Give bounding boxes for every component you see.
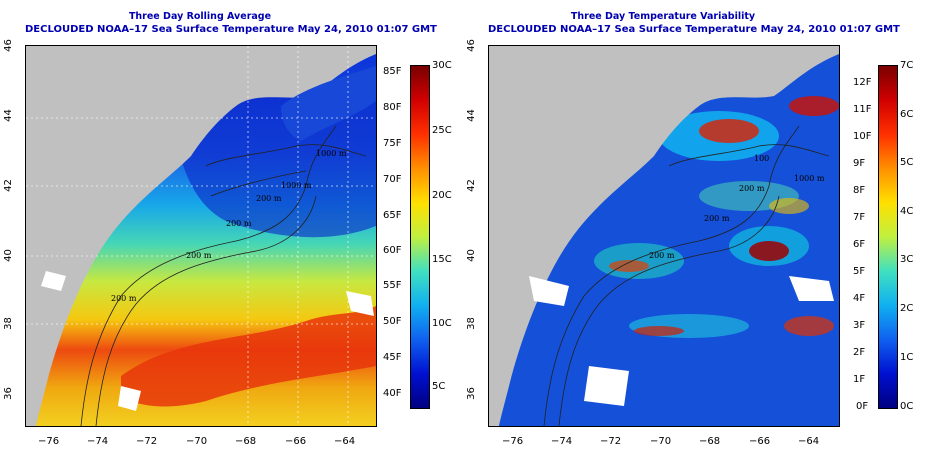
colorbar-label-f: 50F — [383, 316, 402, 327]
colorbar-label-c: 20C — [432, 190, 452, 201]
land — [489, 46, 839, 426]
colorbar-label-c: 3C — [900, 254, 914, 265]
y-tick: 46 — [2, 39, 14, 52]
colorbar-label-c: 5C — [900, 157, 914, 168]
y-tick: 36 — [2, 387, 14, 400]
x-tick: −70 — [650, 436, 672, 447]
colorbar-label-c: 4C — [900, 206, 914, 217]
x-tick: −72 — [136, 436, 158, 447]
left-title-line2: DECLOUDED NOAA–17 Sea Surface Temperatur… — [25, 24, 437, 35]
y-tick: 42 — [2, 179, 14, 192]
colorbar-label-f: 7F — [853, 212, 866, 223]
x-tick: −68 — [699, 436, 721, 447]
colorbar-label-c: 7C — [900, 60, 914, 71]
contour-label: 200 m — [704, 214, 730, 223]
left-map-svg: 1000 m 200 m 200 m 200 m 200 m 1000 m — [26, 46, 376, 426]
contour-label: 200 m — [186, 251, 212, 260]
colorbar-label-f: 8F — [853, 185, 866, 196]
grid — [26, 46, 376, 426]
y-tick: 36 — [465, 387, 477, 400]
y-tick: 44 — [465, 109, 477, 122]
left-title-line1: Three Day Rolling Average — [128, 11, 272, 22]
cloud-masks — [41, 271, 374, 411]
y-tick: 40 — [465, 249, 477, 262]
x-tick: −72 — [600, 436, 622, 447]
left-colorbar — [410, 65, 430, 409]
colorbar-label-c: 5C — [432, 381, 446, 392]
colorbar-label-c: 1C — [900, 352, 914, 363]
contour-label: 100 — [754, 154, 769, 163]
contour-label: 200 m — [226, 219, 252, 228]
right-map-svg: 100 200 m 200 m 1000 m 200 m — [489, 46, 839, 426]
colorbar-label-f: 10F — [853, 131, 872, 142]
y-tick: 38 — [465, 317, 477, 330]
colorbar-label-f: 6F — [853, 239, 866, 250]
gulf-stream — [121, 306, 376, 407]
y-tick: 38 — [2, 317, 14, 330]
colorbar-label-f: 9F — [853, 158, 866, 169]
colorbar-label-f: 70F — [383, 174, 402, 185]
colorbar-label-c: 2C — [900, 303, 914, 314]
x-tick: −74 — [551, 436, 573, 447]
colorbar-label-f: 11F — [853, 104, 872, 115]
colorbar-label-c: 30C — [432, 60, 452, 71]
colorbar-label-c: 10C — [432, 318, 452, 329]
gulf-of-maine — [281, 66, 376, 141]
right-title-line1: Three Day Temperature Variability — [570, 11, 756, 22]
colorbar-label-f: 12F — [853, 77, 872, 88]
variability-patches — [594, 96, 839, 338]
left-map: 1000 m 200 m 200 m 200 m 200 m 1000 m — [25, 45, 377, 427]
colorbar-label-c: 0C — [900, 401, 914, 412]
contour-label: 200 m — [649, 251, 675, 260]
colorbar-label-f: 4F — [853, 293, 866, 304]
bathymetry-contours — [543, 125, 830, 426]
colorbar-label-f: 2F — [853, 347, 866, 358]
x-tick: −66 — [285, 436, 307, 447]
y-tick: 42 — [465, 179, 477, 192]
colorbar-label-f: 40F — [383, 388, 402, 399]
colorbar-label-f: 1F — [853, 374, 866, 385]
x-tick: −74 — [87, 436, 109, 447]
colorbar-label-f: 80F — [383, 102, 402, 113]
colorbar-label-f: 65F — [383, 210, 402, 221]
colorbar-label-f: 55F — [383, 280, 402, 291]
right-map: 100 200 m 200 m 1000 m 200 m — [488, 45, 840, 427]
x-tick: −68 — [235, 436, 257, 447]
x-tick: −76 — [502, 436, 524, 447]
colorbar-label-f: 45F — [383, 352, 402, 363]
colorbar-label-f: 85F — [383, 66, 402, 77]
y-tick: 40 — [2, 249, 14, 262]
colorbar-label-f: 60F — [383, 245, 402, 256]
colorbar-label-c: 15C — [432, 254, 452, 265]
y-tick: 46 — [465, 39, 477, 52]
x-tick: −66 — [749, 436, 771, 447]
colorbar-label-c: 6C — [900, 109, 914, 120]
x-tick: −64 — [334, 436, 356, 447]
colorbar-label-f: 5F — [853, 266, 866, 277]
cloud-masks — [529, 276, 834, 406]
y-tick: 44 — [2, 109, 14, 122]
colorbar-label-f: 75F — [383, 138, 402, 149]
x-tick: −76 — [38, 436, 60, 447]
land — [26, 46, 376, 426]
contour-label: 1000 m — [281, 181, 312, 190]
bathymetry-contours — [80, 125, 367, 426]
right-colorbar — [878, 65, 898, 409]
colorbar-label-f: 3F — [853, 320, 866, 331]
colorbar-label-f: 0F — [856, 401, 869, 412]
contour-label: 1000 m — [794, 174, 825, 183]
x-tick: −64 — [798, 436, 820, 447]
right-title-line2: DECLOUDED NOAA–17 Sea Surface Temperatur… — [488, 24, 900, 35]
contour-label: 1000 m — [316, 149, 347, 158]
contour-label: 200 m — [256, 194, 282, 203]
contour-label: 200 m — [739, 184, 765, 193]
x-tick: −70 — [186, 436, 208, 447]
colorbar-label-c: 25C — [432, 125, 452, 136]
contour-label: 200 m — [111, 294, 137, 303]
